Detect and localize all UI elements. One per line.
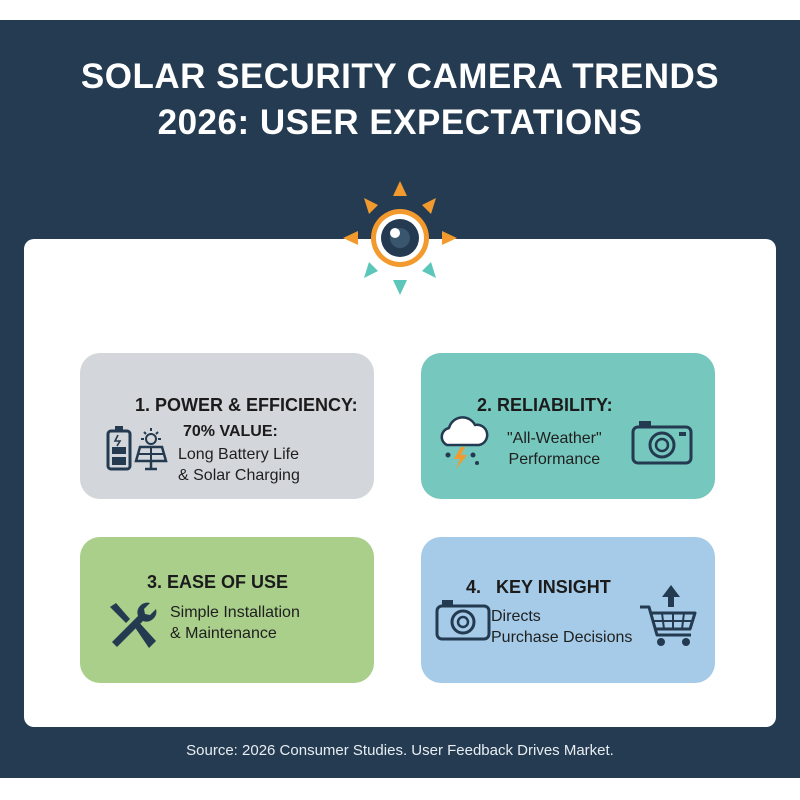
box-subheading: 70% VALUE: <box>183 423 278 440</box>
box-text: "All-Weather" Performance <box>507 428 602 470</box>
page-title: SOLAR SECURITY CAMERA TRENDS 2026: USER … <box>0 54 800 146</box>
box-text-line-2: & Maintenance <box>170 625 277 642</box>
storm-cloud-icon <box>440 416 489 469</box>
box-text-line-1: Directs <box>491 608 541 625</box>
box-heading: 2. RELIABILITY: <box>477 395 613 415</box>
box-text-line-1: "All-Weather" <box>507 430 602 447</box>
camera-icon <box>631 421 693 465</box>
box-text-line-2: Performance <box>508 451 601 468</box>
source-note: Source: 2026 Consumer Studies. User Feed… <box>186 742 614 759</box>
box-text-line-1: Long Battery Life <box>178 446 299 463</box>
sun-camera-eye-icon <box>343 181 457 295</box>
box-text-line-1: Simple Installation <box>170 604 300 621</box>
box-heading: 3. EASE OF USE <box>147 572 289 592</box>
shopping-cart-icon <box>640 585 697 646</box>
box-text-line-2: & Solar Charging <box>178 467 300 484</box>
title-line-1: SOLAR SECURITY CAMERA TRENDS <box>80 57 720 96</box>
title-line-2: 2026: USER EXPECTATIONS <box>157 103 643 142</box>
power-efficiency-box: 1. POWER & EFFICIENCY: 70% VALUE: Long B… <box>80 353 374 499</box>
box-heading: 4. KEY INSIGHT <box>466 577 611 597</box>
box-heading: 1. POWER & EFFICIENCY: <box>135 395 358 415</box>
box-text: Directs Purchase Decisions <box>491 606 632 648</box>
tools-icon <box>110 602 157 648</box>
box-text: Simple Installation & Maintenance <box>170 602 300 644</box>
box-text: Long Battery Life & Solar Charging <box>178 444 300 486</box>
reliability-box: 2. RELIABILITY: "All-Weather" Performanc… <box>421 353 715 499</box>
box-text-line-2: Purchase Decisions <box>491 629 633 646</box>
camera-icon <box>435 600 491 641</box>
ease-of-use-box: 3. EASE OF USE Simple Installation & Mai… <box>80 537 374 683</box>
key-insight-box: 4. KEY INSIGHT Directs Purchase Decision… <box>421 537 715 683</box>
battery-solar-icon <box>106 426 168 471</box>
